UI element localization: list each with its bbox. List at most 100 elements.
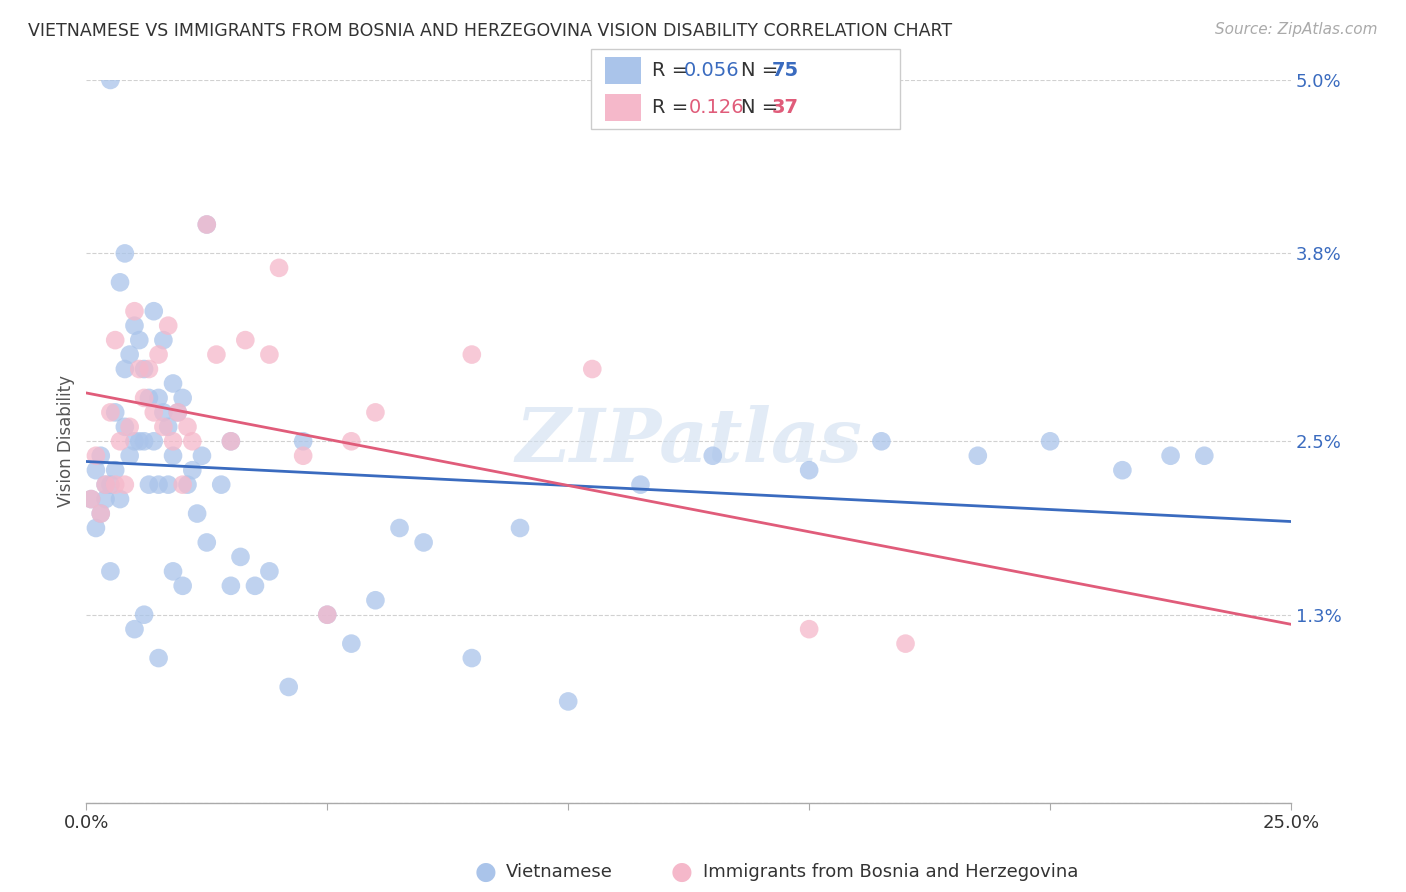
Point	[162, 376, 184, 391]
Point	[152, 405, 174, 419]
Point	[166, 405, 188, 419]
Point	[114, 420, 136, 434]
Text: N =: N =	[741, 98, 785, 117]
Point	[388, 521, 411, 535]
Point	[100, 565, 122, 579]
Point	[138, 477, 160, 491]
Point	[166, 405, 188, 419]
Point	[176, 420, 198, 434]
Point	[157, 318, 180, 333]
Point	[162, 434, 184, 449]
Point	[172, 391, 194, 405]
Point	[162, 449, 184, 463]
Point	[195, 535, 218, 549]
Point	[461, 348, 484, 362]
Point	[114, 477, 136, 491]
Point	[1160, 449, 1182, 463]
Text: R =: R =	[652, 62, 695, 80]
Text: N =: N =	[741, 62, 785, 80]
Point	[243, 579, 266, 593]
Point	[108, 434, 131, 449]
Text: R =: R =	[652, 98, 702, 117]
Point	[219, 434, 242, 449]
Text: 0.126: 0.126	[689, 98, 745, 117]
Point	[581, 362, 603, 376]
Point	[94, 477, 117, 491]
Text: 0.056: 0.056	[683, 62, 740, 80]
Point	[124, 304, 146, 318]
Text: 37: 37	[772, 98, 799, 117]
Point	[966, 449, 988, 463]
Point	[340, 637, 363, 651]
Point	[412, 535, 434, 549]
Point	[870, 434, 893, 449]
Text: Vietnamese: Vietnamese	[506, 863, 613, 881]
Point	[142, 304, 165, 318]
Text: Source: ZipAtlas.com: Source: ZipAtlas.com	[1215, 22, 1378, 37]
Point	[108, 492, 131, 507]
Point	[104, 477, 127, 491]
Point	[148, 477, 170, 491]
Point	[148, 391, 170, 405]
Point	[191, 449, 214, 463]
Point	[148, 651, 170, 665]
Point	[134, 362, 156, 376]
Point	[142, 434, 165, 449]
Point	[292, 434, 315, 449]
Point	[80, 492, 103, 507]
Point	[104, 405, 127, 419]
Point	[259, 565, 281, 579]
Text: Immigrants from Bosnia and Herzegovina: Immigrants from Bosnia and Herzegovina	[703, 863, 1078, 881]
Point	[186, 507, 208, 521]
Point	[118, 449, 141, 463]
Point	[316, 607, 339, 622]
Point	[134, 607, 156, 622]
Point	[114, 246, 136, 260]
Point	[219, 579, 242, 593]
Point	[316, 607, 339, 622]
Point	[104, 463, 127, 477]
Point	[229, 549, 252, 564]
Point	[209, 477, 232, 491]
Point	[277, 680, 299, 694]
Point	[364, 405, 387, 419]
Point	[124, 318, 146, 333]
Point	[118, 420, 141, 434]
Point	[152, 420, 174, 434]
Point	[630, 477, 652, 491]
Point	[128, 362, 150, 376]
Point	[259, 348, 281, 362]
Point	[557, 694, 579, 708]
Text: VIETNAMESE VS IMMIGRANTS FROM BOSNIA AND HERZEGOVINA VISION DISABILITY CORRELATI: VIETNAMESE VS IMMIGRANTS FROM BOSNIA AND…	[28, 22, 952, 40]
Text: ●: ●	[671, 861, 693, 884]
Point	[84, 463, 107, 477]
Point	[176, 477, 198, 491]
Point	[1039, 434, 1062, 449]
Text: 75: 75	[772, 62, 799, 80]
Point	[134, 434, 156, 449]
Point	[267, 260, 290, 275]
Point	[157, 420, 180, 434]
Point	[364, 593, 387, 607]
Point	[1194, 449, 1216, 463]
Point	[461, 651, 484, 665]
Point	[90, 449, 112, 463]
Point	[128, 333, 150, 347]
Point	[205, 348, 228, 362]
Point	[128, 434, 150, 449]
Point	[100, 405, 122, 419]
Point	[138, 391, 160, 405]
Point	[894, 637, 917, 651]
Point	[195, 218, 218, 232]
Point	[181, 463, 204, 477]
Point	[94, 492, 117, 507]
Point	[148, 348, 170, 362]
Point	[340, 434, 363, 449]
Point	[181, 434, 204, 449]
Point	[195, 218, 218, 232]
Point	[142, 405, 165, 419]
Point	[80, 492, 103, 507]
Point	[124, 434, 146, 449]
Point	[152, 333, 174, 347]
Point	[172, 579, 194, 593]
